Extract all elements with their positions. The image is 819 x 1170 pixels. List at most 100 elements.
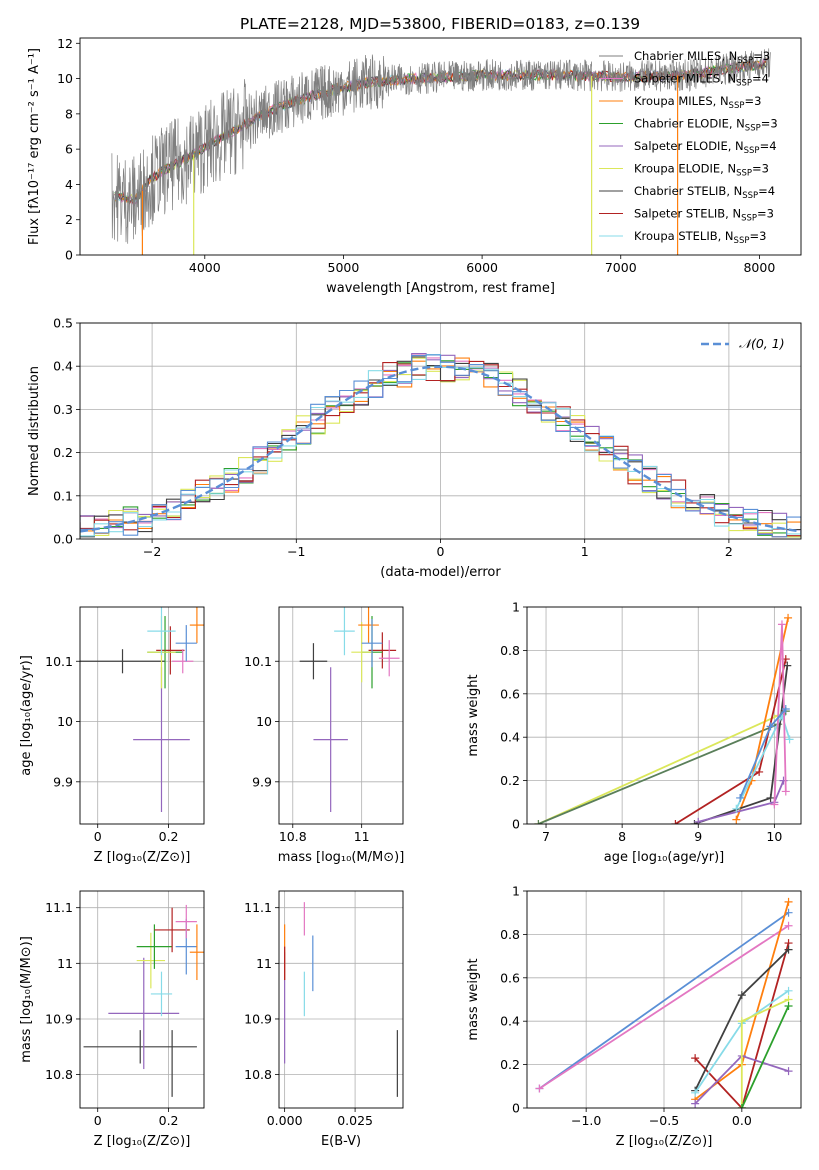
x-tick-label: 5000	[328, 260, 360, 275]
x-tick-label: −1.0	[571, 1113, 601, 1128]
y-tick-label: 10	[57, 714, 73, 729]
x-tick-label: 10.8	[279, 829, 307, 844]
y-tick-label: 0	[512, 1101, 520, 1116]
y-axis-label: mass [log₁₀(M/M⊙)]	[19, 936, 34, 1063]
panel-mass_vs_ebv: 0.000 0.025 10.8 10.9 11 11.1 E(B-V)	[244, 890, 404, 1149]
series-point	[755, 767, 764, 776]
x-tick-label: 0	[94, 829, 102, 844]
x-tick-label: 4000	[189, 260, 221, 275]
legend-entry: 𝒩(0, 1)	[739, 336, 785, 351]
y-tick-label: 9.9	[53, 774, 73, 789]
x-tick-label: 9	[694, 829, 702, 844]
legend-entry: Kroupa STELIB, NSSP=3	[634, 229, 766, 246]
legend-entry: Chabrier MILES, NSSP=3	[634, 49, 770, 66]
series-point	[784, 945, 793, 954]
y-tick-label: 0	[65, 248, 73, 263]
series-point	[784, 921, 793, 930]
y-tick-label: 0.5	[53, 316, 73, 331]
series-point	[770, 800, 779, 809]
y-tick-label: 1	[512, 600, 520, 615]
series-line	[538, 911, 790, 1090]
x-tick-label: 11	[354, 829, 370, 844]
axes-frame	[278, 890, 404, 1109]
y-tick-label: 11	[57, 956, 73, 971]
x-axis-label: Z [log₁₀(Z/Z⊙)]	[616, 1134, 713, 1149]
series-point	[535, 1084, 544, 1093]
series-point	[694, 817, 703, 824]
x-tick-label: 0	[437, 544, 445, 559]
grid-mass_vs_ebv	[279, 891, 403, 1108]
x-tick-label: 6000	[466, 260, 498, 275]
series-point	[691, 1099, 700, 1108]
y-tick-label: 11.1	[244, 900, 272, 915]
series-point	[784, 613, 793, 622]
x-tick-label: 7	[542, 829, 550, 844]
plot-area-massweight_vs_age	[534, 613, 794, 824]
x-axis-label: Z [log₁₀(Z/Z⊙)]	[94, 1134, 191, 1149]
x-tick-label: 8	[618, 829, 626, 844]
plot-area-massweight_vs_Z	[535, 897, 793, 1108]
series-point	[783, 661, 792, 670]
plot-area-age_vs_mass	[299, 607, 400, 812]
series-line	[538, 710, 787, 824]
x-axis-label: mass [log₁₀(M/M⊙)]	[278, 850, 405, 865]
x-tick-label: −1	[287, 544, 305, 559]
axes-frame	[526, 890, 802, 1109]
y-tick-label: 9.9	[252, 774, 272, 789]
series-point	[691, 1054, 700, 1063]
series-point	[766, 722, 775, 731]
grid-age_vs_Z	[80, 607, 204, 824]
panel-massweight_vs_Z: −1.0 −0.5 0.0 0 0.2 0.4 0.6 0.8 1 Z [log₁₀(Z/Z⊙)]…	[466, 884, 802, 1149]
legend-entry: Kroupa MILES, NSSP=3	[634, 94, 761, 111]
x-axis-label: age [log₁₀(age/yr)]	[604, 850, 725, 865]
y-tick-label: 12	[57, 36, 73, 51]
y-tick-label: 6	[65, 142, 73, 157]
series-point	[781, 704, 790, 713]
axes-frame	[79, 322, 802, 540]
plot-area-residuals: 𝒩(0, 1)	[80, 336, 801, 538]
x-tick-label: 0	[94, 1113, 102, 1128]
series-point	[777, 620, 786, 629]
x-tick-label: 0.0	[732, 1113, 752, 1128]
panel-age_vs_Z: 0 0.2 9.9 10 10.1 Z [log₁₀(Z/Z⊙)] age [log₁₀(a…	[19, 606, 205, 865]
series-point	[781, 787, 790, 796]
y-tick-label: 10.8	[244, 1067, 272, 1082]
y-tick-label: 11	[256, 956, 272, 971]
y-axis-label: age [log₁₀(age/yr)]	[19, 655, 34, 776]
figure-title: PLATE=2128, MJD=53800, FIBERID=0183, z=0…	[240, 15, 640, 33]
x-axis-label: wavelength [Angstrom, rest frame]	[326, 281, 555, 296]
series-line	[539, 924, 789, 1090]
plot-area-spectrum: Chabrier MILES, NSSP=3 Salpeter MILES, NS…	[111, 48, 778, 255]
series-point	[534, 820, 543, 824]
series-point	[784, 897, 793, 906]
legend-entry: Chabrier STELIB, NSSP=4	[634, 184, 775, 201]
series-point	[766, 793, 775, 802]
y-tick-label: 0.0	[53, 532, 73, 547]
series-point	[737, 1017, 746, 1026]
y-tick-label: 2	[65, 212, 73, 227]
normal-curve	[80, 365, 801, 533]
y-tick-label: 0.4	[53, 359, 73, 374]
series-point	[784, 986, 793, 995]
x-tick-label: 10	[766, 829, 782, 844]
legend-entry: Chabrier ELODIE, NSSP=3	[634, 117, 778, 134]
y-tick-label: 10	[256, 714, 272, 729]
y-tick-label: 0.2	[53, 445, 73, 460]
axes-frame	[79, 37, 802, 256]
y-tick-label: 0.4	[500, 730, 520, 745]
grid-age_vs_mass	[279, 607, 403, 824]
axes-frame	[526, 606, 802, 825]
plot-area-age_vs_Z	[80, 607, 204, 812]
y-axis-label: mass weight	[466, 958, 481, 1040]
series-point	[737, 991, 746, 1000]
series-point	[784, 1002, 793, 1011]
axes-frame	[79, 606, 205, 825]
grid-mass_vs_Z	[80, 891, 204, 1108]
panel-mass_vs_Z: 0 0.2 10.8 10.9 11 11.1 Z [log₁₀(Z/Z⊙)] mass [l…	[19, 890, 205, 1149]
y-tick-label: 0.6	[500, 970, 520, 985]
y-tick-label: 0.8	[500, 643, 520, 658]
model-line	[114, 59, 768, 203]
data-spectrum	[111, 48, 771, 244]
x-tick-label: 1	[581, 544, 589, 559]
